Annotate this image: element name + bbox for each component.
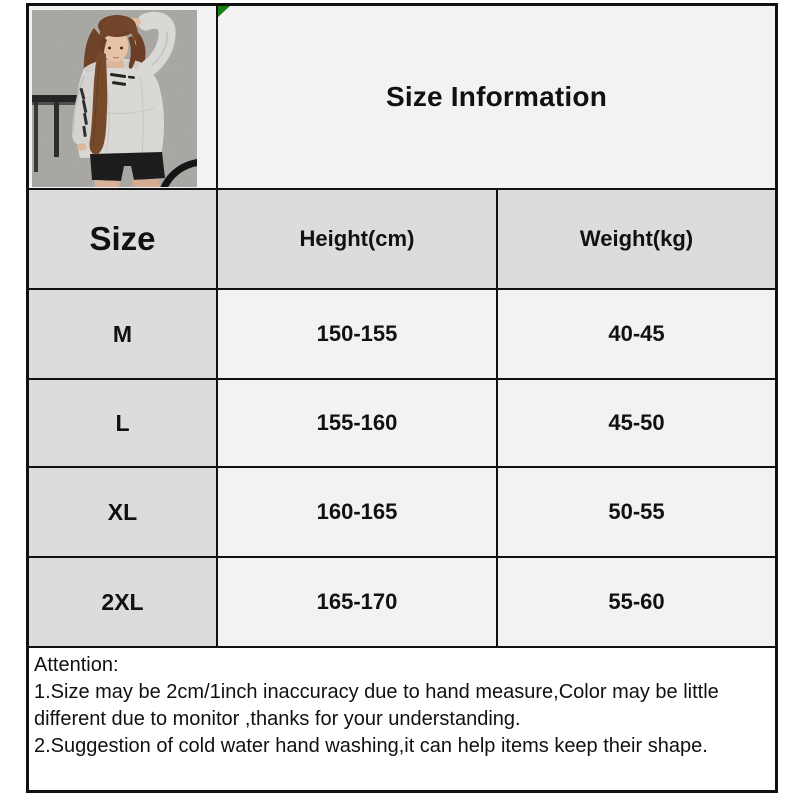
size-information-title: Size Information (386, 81, 607, 112)
weight-value-xl: 50-55 (498, 468, 775, 558)
weight-value-2xl: 55-60 (498, 558, 775, 648)
column-header-height: Height(cm) (218, 190, 498, 290)
weight-value-m: 40-45 (498, 290, 775, 380)
size-label-m: M (29, 290, 218, 380)
height-value-xl: 160-165 (218, 468, 498, 558)
size-label-l: L (29, 380, 218, 468)
size-label-xl: XL (29, 468, 218, 558)
column-header-size: Size (29, 190, 218, 290)
attention-note-2: 2.Suggestion of cold water hand washing,… (34, 735, 708, 757)
size-label-2xl: 2XL (29, 558, 218, 648)
size-chart-sheet: Size Information Size Height(cm) Weight(… (26, 3, 778, 793)
weight-value-l: 45-50 (498, 380, 775, 468)
product-photo (32, 10, 197, 187)
corner-marker-icon (218, 6, 230, 17)
attention-note-1: 1.Size may be 2cm/1inch inaccuracy due t… (34, 681, 719, 730)
height-value-2xl: 165-170 (218, 558, 498, 648)
attention-section: Attention: 1.Size may be 2cm/1inch inacc… (29, 648, 775, 790)
attention-title: Attention: (34, 654, 119, 676)
product-photo-cell (29, 6, 218, 190)
height-value-l: 155-160 (218, 380, 498, 468)
height-value-m: 150-155 (218, 290, 498, 380)
size-information-title-cell: Size Information (218, 6, 775, 190)
column-header-weight: Weight(kg) (498, 190, 775, 290)
